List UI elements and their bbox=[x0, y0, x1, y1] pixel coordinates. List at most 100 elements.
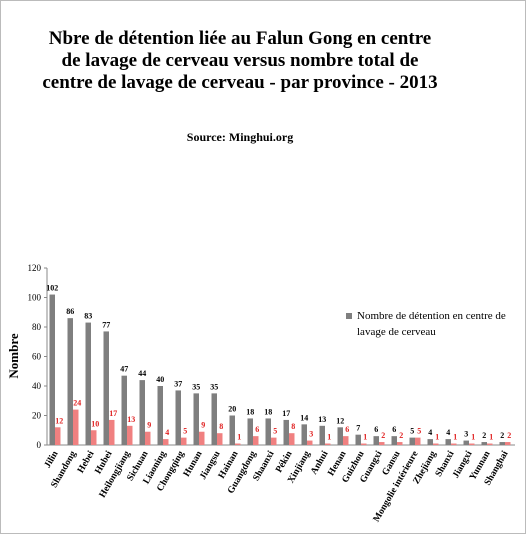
data-label: 5 bbox=[417, 427, 421, 436]
bar bbox=[67, 318, 73, 445]
data-label: 83 bbox=[84, 312, 92, 321]
data-label: 1 bbox=[327, 433, 331, 442]
data-label: 7 bbox=[356, 424, 360, 433]
bar bbox=[199, 431, 205, 445]
data-label: 5 bbox=[183, 427, 187, 436]
data-label: 5 bbox=[273, 427, 277, 436]
bar bbox=[469, 443, 475, 445]
data-label: 2 bbox=[381, 431, 385, 440]
data-label: 35 bbox=[192, 382, 200, 391]
bar bbox=[307, 440, 313, 445]
data-label: 1 bbox=[453, 433, 457, 442]
bar bbox=[139, 380, 145, 445]
bar bbox=[505, 442, 511, 445]
data-label: 86 bbox=[66, 307, 74, 316]
data-label: 2 bbox=[500, 431, 504, 440]
bar bbox=[211, 393, 217, 445]
data-label: 1 bbox=[435, 433, 439, 442]
bar bbox=[55, 427, 61, 445]
data-label: 44 bbox=[138, 369, 146, 378]
bar bbox=[229, 415, 235, 445]
data-label: 6 bbox=[392, 425, 396, 434]
bar bbox=[355, 434, 361, 445]
data-label: 3 bbox=[464, 430, 468, 439]
bar bbox=[247, 418, 253, 445]
chart-subtitle: Source: Minghui.org bbox=[186, 130, 294, 144]
bar bbox=[145, 431, 151, 445]
data-label: 17 bbox=[109, 409, 117, 418]
data-label: 47 bbox=[120, 365, 128, 374]
data-label: 4 bbox=[165, 428, 169, 437]
data-label: 9 bbox=[201, 421, 205, 430]
data-label: 8 bbox=[219, 422, 223, 431]
data-label: 4 bbox=[446, 428, 450, 437]
y-tick-label: 100 bbox=[28, 293, 42, 303]
data-label: 8 bbox=[291, 422, 295, 431]
bar bbox=[337, 427, 343, 445]
data-label: 3 bbox=[309, 430, 313, 439]
bar bbox=[109, 419, 115, 445]
bar bbox=[283, 419, 289, 445]
bar bbox=[181, 437, 187, 445]
data-label: 2 bbox=[507, 431, 511, 440]
bar bbox=[451, 443, 457, 445]
data-label: 37 bbox=[174, 379, 182, 388]
bar bbox=[343, 436, 349, 445]
bar bbox=[157, 386, 163, 445]
bar bbox=[253, 436, 259, 445]
y-tick-label: 120 bbox=[28, 263, 42, 273]
data-label: 14 bbox=[300, 413, 308, 422]
bar bbox=[289, 433, 295, 445]
bar bbox=[415, 437, 421, 445]
bar bbox=[163, 439, 169, 445]
bar bbox=[265, 418, 271, 445]
bar bbox=[103, 331, 109, 445]
data-label: 13 bbox=[127, 415, 135, 424]
bar bbox=[91, 430, 97, 445]
bar bbox=[49, 294, 55, 445]
data-label: 2 bbox=[399, 431, 403, 440]
bar bbox=[409, 437, 415, 445]
bar bbox=[319, 425, 325, 445]
data-label: 18 bbox=[246, 407, 254, 416]
bar bbox=[379, 442, 385, 445]
bar bbox=[127, 425, 133, 445]
bar bbox=[85, 322, 91, 445]
bar bbox=[499, 442, 505, 445]
bar bbox=[235, 443, 241, 445]
bar bbox=[361, 443, 367, 445]
data-label: 6 bbox=[374, 425, 378, 434]
bar bbox=[121, 375, 127, 445]
x-tick-label: Jilin bbox=[43, 449, 61, 470]
data-label: 1 bbox=[489, 433, 493, 442]
data-label: 17 bbox=[282, 409, 290, 418]
data-label: 12 bbox=[55, 416, 63, 425]
data-label: 10 bbox=[91, 419, 99, 428]
bar bbox=[445, 439, 451, 445]
y-tick-label: 80 bbox=[32, 322, 42, 332]
bar bbox=[481, 442, 487, 445]
data-label: 4 bbox=[428, 428, 432, 437]
data-label: 102 bbox=[46, 284, 58, 293]
bar bbox=[73, 409, 79, 445]
data-label: 12 bbox=[336, 416, 344, 425]
y-axis-label: Nombre bbox=[6, 333, 21, 378]
bar bbox=[391, 436, 397, 445]
data-label: 5 bbox=[410, 427, 414, 436]
bar bbox=[463, 440, 469, 445]
bar bbox=[217, 433, 223, 445]
legend: Nombre de détention en centre de lavage … bbox=[346, 308, 521, 340]
y-tick-label: 60 bbox=[32, 352, 42, 362]
chart-title: Nbre de détention liée au Falun Gong en … bbox=[42, 28, 438, 93]
bar bbox=[175, 390, 181, 445]
bar bbox=[487, 443, 493, 445]
y-tick-label: 0 bbox=[37, 440, 42, 450]
data-label: 20 bbox=[228, 405, 236, 414]
data-label: 24 bbox=[73, 399, 81, 408]
bar bbox=[397, 442, 403, 445]
data-label: 18 bbox=[264, 407, 272, 416]
data-label: 2 bbox=[482, 431, 486, 440]
bar bbox=[271, 437, 277, 445]
